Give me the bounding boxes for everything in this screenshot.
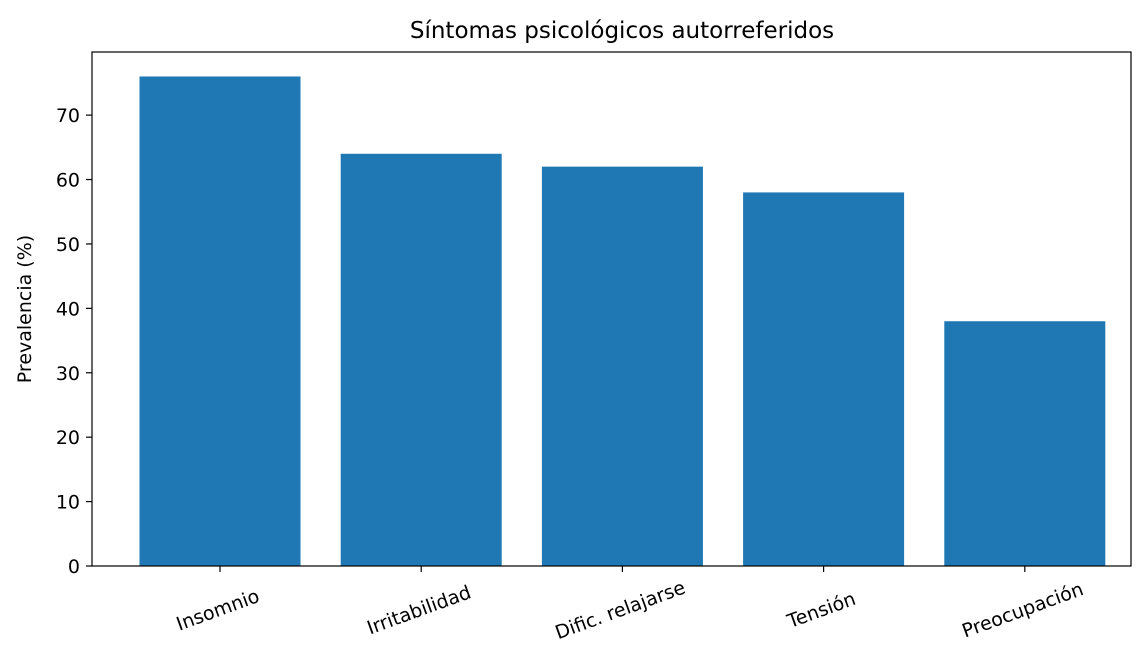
y-tick-label: 20	[56, 427, 80, 449]
bar-dific-relajarse	[541, 166, 703, 567]
bar-irritabilidad	[340, 153, 502, 567]
bar-preocupacion	[944, 321, 1106, 566]
axes-frame	[91, 51, 1132, 567]
plot-border	[91, 51, 1132, 567]
chart-title: Síntomas psicológicos autorreferidos	[410, 18, 834, 44]
y-axis: 0 10 20 30 40 50 60 70	[56, 105, 92, 578]
y-tick-label: 70	[56, 105, 80, 127]
x-tick-label: Preocupación	[959, 578, 1086, 642]
x-tick-label: Irritabilidad	[364, 581, 474, 639]
y-tick-label: 10	[56, 492, 80, 514]
y-tick-label: 30	[56, 363, 80, 385]
y-tick-label: 50	[56, 234, 80, 256]
bar-tension	[743, 192, 905, 566]
x-tick-label: Tensión	[784, 588, 859, 633]
bars-group	[139, 76, 1106, 567]
x-axis: Insomnio Irritabilidad Dific. relajarse Ten…	[173, 566, 1086, 644]
y-tick-label: 60	[56, 170, 80, 192]
x-tick-label: Insomnio	[173, 585, 262, 635]
x-tick-label: Dific. relajarse	[552, 577, 688, 644]
y-tick-label: 0	[68, 556, 80, 578]
y-tick-label: 40	[56, 298, 80, 320]
y-axis-label: Prevalencia (%)	[14, 235, 36, 383]
bar-insomnio	[139, 76, 301, 566]
